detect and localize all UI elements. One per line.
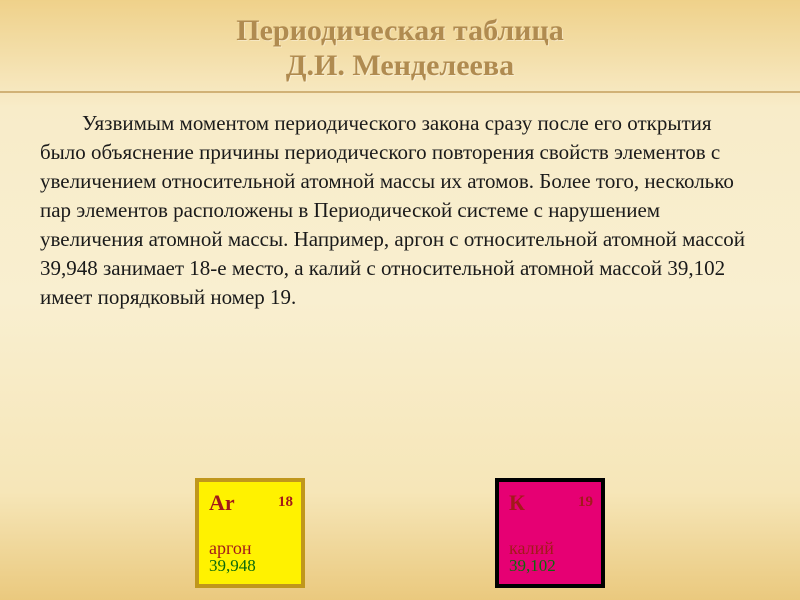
title-block: Периодическая таблица Д.И. Менделеева [0, 0, 800, 83]
element-atomic-mass: 39,948 [209, 556, 256, 576]
title-line-1: Периодическая таблица [236, 14, 563, 47]
element-symbol: Ar [209, 490, 235, 516]
element-atomic-number: 18 [278, 494, 293, 511]
element-atomic-mass: 39,102 [509, 556, 556, 576]
element-atomic-number: 19 [578, 494, 593, 511]
title-line-2: Д.И. Менделеева [286, 49, 514, 82]
element-card-argon: Ar 18 аргон 39,948 [195, 478, 305, 588]
elements-row: Ar 18 аргон 39,948 К 19 калий 39,102 [0, 478, 800, 588]
element-card-potassium: К 19 калий 39,102 [495, 478, 605, 588]
title-text: Периодическая таблица Д.И. Менделеева [120, 14, 680, 83]
body-paragraph: Уязвимым моментом периодического закона … [0, 93, 800, 312]
element-symbol: К [509, 490, 525, 516]
